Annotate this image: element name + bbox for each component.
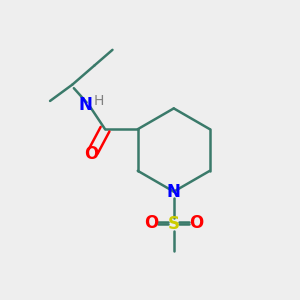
Text: O: O <box>85 146 99 164</box>
Text: S: S <box>168 215 180 233</box>
Text: O: O <box>189 214 203 232</box>
Text: N: N <box>79 96 93 114</box>
Text: O: O <box>144 214 159 232</box>
Text: H: H <box>94 94 104 108</box>
Text: N: N <box>167 183 181 201</box>
